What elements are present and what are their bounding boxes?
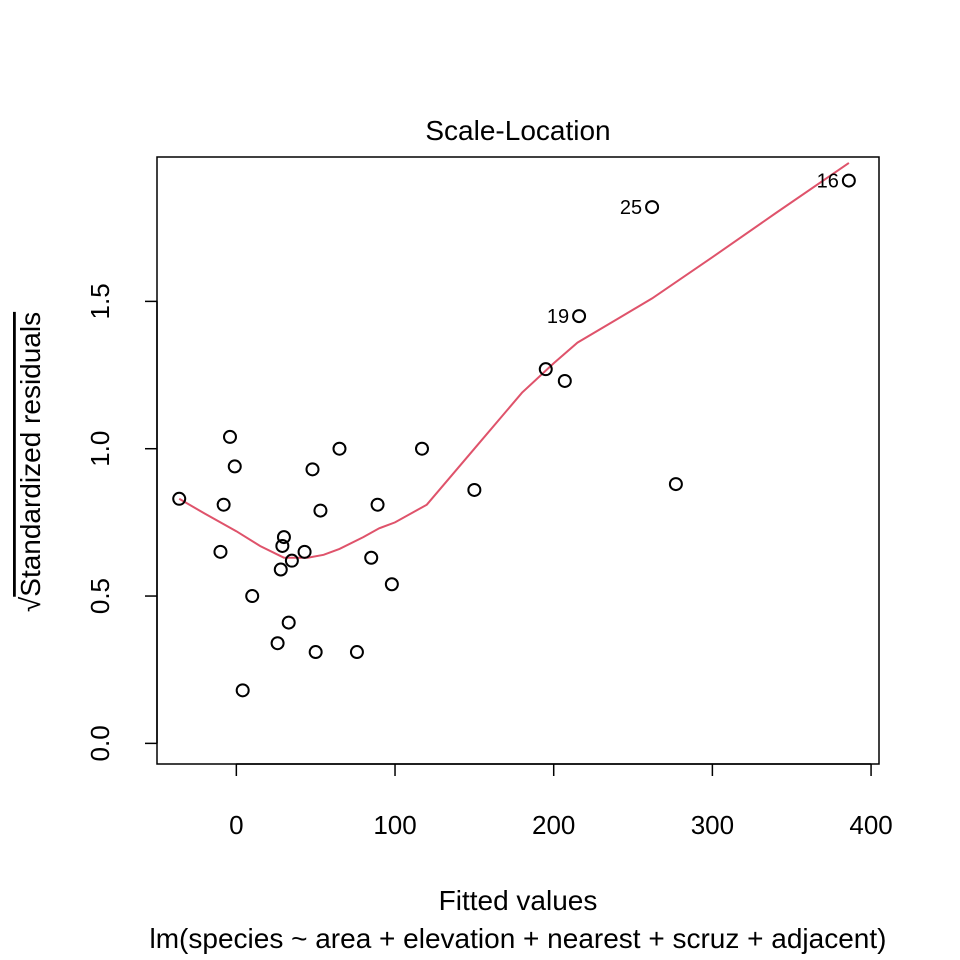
data-point [349, 645, 364, 660]
data-point [538, 362, 553, 377]
data-point [384, 577, 399, 592]
x-axis: 0 100 200 300 400 [229, 763, 893, 840]
y-axis: 0.0 0.5 1.0 1.5 [85, 283, 158, 761]
y-axis-title: √Standardized residuals [15, 312, 46, 612]
data-point [213, 544, 228, 559]
y-axis-title-text: Standardized residuals [15, 312, 46, 597]
x-tick-label: 0 [229, 810, 243, 840]
smooth-line [178, 162, 850, 559]
data-point [414, 441, 429, 456]
sqrt-symbol: √ [15, 596, 46, 612]
data-point [668, 477, 683, 492]
x-tick-label: 100 [373, 810, 416, 840]
data-point [275, 538, 290, 553]
data-point [270, 636, 285, 651]
data-point [308, 645, 323, 660]
x-tick-label: 400 [849, 810, 892, 840]
data-point [645, 200, 660, 215]
y-tick-label: 0.5 [85, 578, 115, 614]
data-point [370, 497, 385, 512]
data-point [332, 441, 347, 456]
data-point [216, 497, 231, 512]
data-point [172, 491, 187, 506]
data-point [235, 683, 250, 698]
data-point [222, 429, 237, 444]
data-point [841, 173, 856, 188]
point-label: 19 [547, 306, 569, 328]
data-point [557, 373, 572, 388]
y-tick-label: 0.0 [85, 725, 115, 761]
data-point [572, 309, 587, 324]
data-point [276, 530, 291, 545]
data-point [281, 615, 296, 630]
data-point [364, 550, 379, 565]
data-point [297, 544, 312, 559]
points-layer [172, 173, 856, 698]
data-point [273, 562, 288, 577]
data-point [305, 462, 320, 477]
point-label: 16 [817, 171, 839, 193]
y-tick-label: 1.5 [85, 283, 115, 319]
x-tick-label: 200 [532, 810, 575, 840]
point-label: 25 [620, 197, 642, 219]
x-tick-label: 300 [691, 810, 734, 840]
data-point [284, 553, 299, 568]
data-point [467, 482, 482, 497]
chart-subtitle: lm(species ~ area + elevation + nearest … [150, 923, 887, 954]
data-point [245, 589, 260, 604]
x-axis-title: Fitted values [439, 885, 598, 916]
data-point [313, 503, 328, 518]
point-labels-layer: 19 25 16 [547, 171, 839, 329]
chart-title: Scale-Location [425, 115, 610, 146]
smooth-line-layer [178, 162, 850, 559]
y-tick-label: 1.0 [85, 431, 115, 467]
plot-frame [156, 156, 880, 765]
data-point [227, 459, 242, 474]
y-axis-title-group: √Standardized residuals [15, 312, 46, 612]
